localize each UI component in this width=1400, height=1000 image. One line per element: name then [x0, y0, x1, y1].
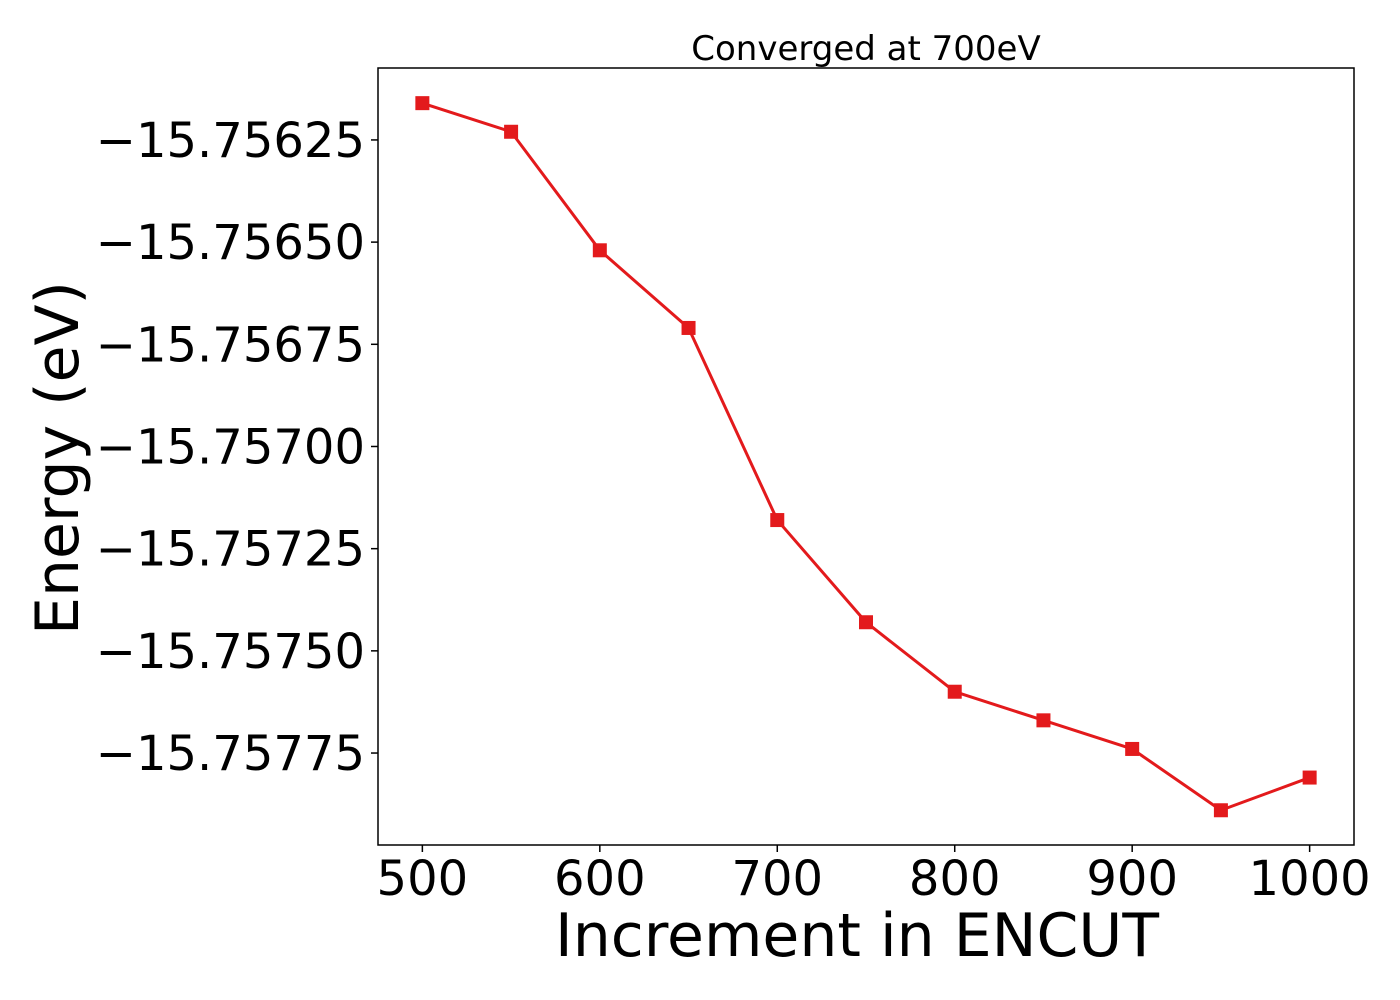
x-tick-label: 600: [554, 851, 646, 907]
x-tick-label: 700: [731, 851, 823, 907]
data-point-marker: [504, 124, 519, 139]
x-axis-label: Increment in ENCUT: [555, 901, 1159, 971]
y-tick-label: −15.75650: [96, 215, 365, 271]
y-tick-label: −15.75700: [96, 419, 365, 475]
x-axis-ticks: 500 600 700 800 900 1000: [377, 845, 1371, 907]
series-group: [415, 96, 1317, 818]
plot-area-frame: [377, 67, 1355, 846]
y-tick-label: −15.75750: [96, 624, 365, 680]
y-tick-label: −15.75625: [96, 113, 365, 169]
data-point-marker: [1213, 803, 1228, 818]
data-point-marker: [1125, 741, 1140, 756]
data-point-marker: [415, 96, 430, 111]
y-tick-label: −15.75725: [96, 522, 365, 578]
y-tick-label: −15.75675: [96, 317, 365, 373]
x-tick-label: 800: [909, 851, 1001, 907]
data-point-marker: [859, 615, 873, 630]
data-point-marker: [770, 513, 785, 528]
data-point-marker: [1302, 770, 1317, 785]
y-axis-ticks: −15.75625 −15.75650 −15.75675 −15.75700 −15.…: [96, 113, 378, 782]
x-tick-label: 500: [377, 851, 469, 907]
y-tick-label: −15.75775: [96, 726, 365, 782]
chart-title: Converged at 700eV: [691, 29, 1040, 69]
data-point-marker: [681, 320, 696, 335]
x-tick-label: 1000: [1249, 851, 1371, 907]
data-point-marker: [592, 243, 607, 258]
data-point-marker: [947, 684, 962, 699]
y-axis-label: Energy (eV): [23, 281, 93, 635]
data-point-marker: [1036, 713, 1051, 728]
x-tick-label: 900: [1086, 851, 1178, 907]
